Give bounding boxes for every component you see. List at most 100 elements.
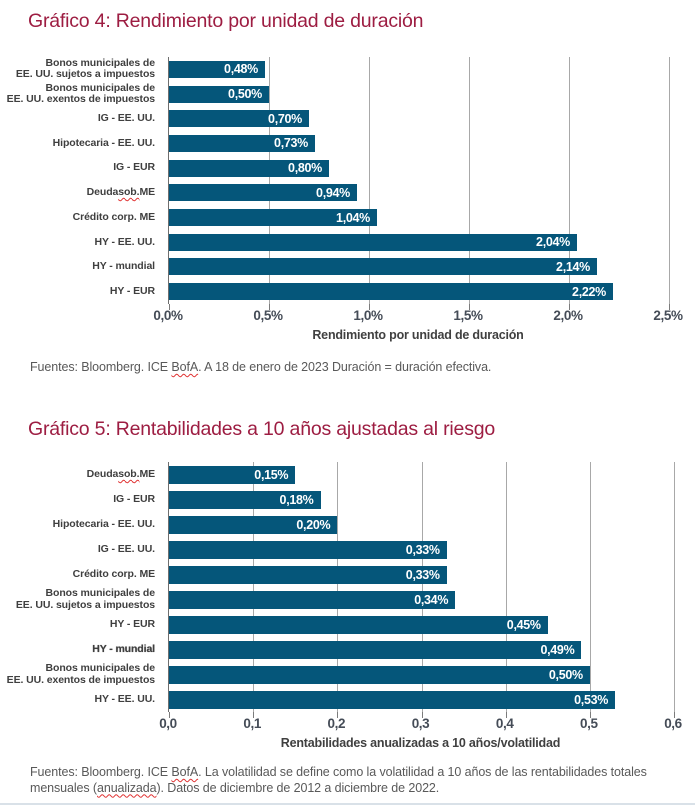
grafico-4-x-ticks: 0,0% 0,5% 1,0% 1,5% 2,0% 2,5% xyxy=(153,308,683,324)
axis-tick-mark xyxy=(569,304,570,310)
category-label: HY - EE. UU. xyxy=(94,692,156,705)
bar: 2,04% xyxy=(169,233,577,251)
bar: 0,73% xyxy=(169,134,315,152)
category-label: IG - EUR xyxy=(113,492,155,505)
bar-row: 0,49% xyxy=(169,637,674,662)
x-tick-label: 0,5% xyxy=(253,308,283,323)
bar-row: 0,50% xyxy=(169,82,669,107)
bar: 0,33% xyxy=(169,565,447,584)
category-label: IG - EUR xyxy=(113,161,155,174)
bar: 1,04% xyxy=(169,209,377,227)
grafico-5-title: Gráfico 5: Rentabilidades a 10 años ajus… xyxy=(28,418,496,440)
gridline xyxy=(421,462,423,712)
bar: 0,50% xyxy=(169,85,269,103)
gridline xyxy=(669,57,670,304)
bar-row: 0,94% xyxy=(169,181,669,206)
grafico-5-plot-area: 0,15% 0,18% 0,20% 0,33% 0,33% 0,34% 0,45% 0,49%… xyxy=(168,462,675,718)
bar-value-label: 0,50% xyxy=(548,667,583,682)
bar-row: 0,73% xyxy=(169,131,669,156)
gridline xyxy=(569,57,570,304)
bar: 0,33% xyxy=(169,540,447,559)
spellcheck-underline: anualizada xyxy=(97,780,157,795)
axis-tick-mark xyxy=(369,304,370,310)
grafico-4-title: Gráfico 4: Rendimiento por unidad de dur… xyxy=(28,10,424,32)
category-label: Bonos municipales de EE. UU. sujetos a im… xyxy=(15,56,155,81)
x-tick-label: 0,6 xyxy=(664,716,682,731)
axis-tick-mark xyxy=(269,304,270,310)
bar: 0,20% xyxy=(169,515,338,534)
x-tick-label: 0,5 xyxy=(580,716,598,731)
bar-row: 0,80% xyxy=(169,156,669,181)
grafico-4-chart: Bonos municipales de EE. UU. sujetos a im… xyxy=(0,57,695,405)
category-label: Hipotecaria - EE. UU. xyxy=(52,136,155,149)
bar: 0,48% xyxy=(169,60,265,78)
bar: 0,53% xyxy=(169,690,616,709)
grafico-5-chart: Deuda sob. ME IG - EUR Hipotecaria - EE. U… xyxy=(0,462,695,762)
x-tick-label: 1,0% xyxy=(353,308,383,323)
bar-row: 0,18% xyxy=(169,487,674,512)
gridline xyxy=(369,57,370,304)
x-tick-label: 2,5% xyxy=(653,308,683,323)
bar-row: 0,33% xyxy=(169,562,674,587)
axis-tick-mark xyxy=(469,304,470,310)
bar: 0,80% xyxy=(169,159,329,177)
bar-row: 0,53% xyxy=(169,687,674,712)
bar-value-label: 0,15% xyxy=(254,467,289,482)
bar: 2,22% xyxy=(169,283,613,301)
bar-value-label: 0,20% xyxy=(296,517,331,532)
grafico-5-source-note: Fuentes: Bloomberg. ICE BofA. La volatil… xyxy=(30,765,647,795)
category-label: Bonos municipales de EE. UU. exentos de i… xyxy=(6,662,155,686)
category-label: Hipotecaria - EE. UU. xyxy=(52,517,155,530)
category-label: HY - mundial xyxy=(92,260,155,273)
category-label: HY - EUR xyxy=(109,617,155,630)
bar-row: 0,15% xyxy=(169,462,674,487)
x-tick-label: 2,0% xyxy=(553,308,583,323)
bar-value-label: 0,53% xyxy=(574,692,609,707)
x-tick-label: 0,4 xyxy=(495,716,514,731)
bar-value-label: 0,48% xyxy=(224,62,258,77)
bar-value-label: 0,73% xyxy=(274,136,308,151)
gridline xyxy=(505,462,507,712)
gridline xyxy=(674,462,675,712)
bar: 0,15% xyxy=(169,465,296,484)
axis-tick-mark xyxy=(505,712,507,718)
bottom-divider xyxy=(0,803,695,805)
bar-value-label: 2,14% xyxy=(556,259,590,274)
axis-tick-mark xyxy=(253,712,255,718)
bar-value-label: 1,04% xyxy=(336,210,370,225)
bar: 0,50% xyxy=(169,665,590,684)
axis-tick-mark xyxy=(169,712,170,718)
x-tick-label: 1,5% xyxy=(453,308,483,323)
spellcheck-underline: BofA xyxy=(171,360,199,374)
grafico-4-category-axis: Bonos municipales de EE. UU. sujetos a im… xyxy=(0,57,161,304)
bar: 0,49% xyxy=(169,640,582,659)
bar-row: 0,48% xyxy=(169,57,669,82)
bar-value-label: 0,94% xyxy=(316,185,350,200)
gridline xyxy=(337,462,339,712)
bar-value-label: 2,22% xyxy=(572,284,606,299)
category-label: IG - EE. UU. xyxy=(97,542,155,555)
bar-value-label: 2,04% xyxy=(536,235,570,250)
category-label: Deuda sob. ME xyxy=(86,467,155,480)
bar-value-label: 0,50% xyxy=(228,87,262,102)
bar-value-label: 0,34% xyxy=(414,592,449,607)
spellcheck-underline: sob. xyxy=(118,467,140,480)
axis-tick-mark xyxy=(169,304,170,310)
category-label: Crédito corp. ME xyxy=(72,567,156,580)
axis-tick-mark xyxy=(589,712,591,718)
x-tick-label: 0,2 xyxy=(327,716,346,731)
grafico-4-source-note: Fuentes: Bloomberg. ICE BofA. A 18 de en… xyxy=(30,360,492,374)
category-label: HY - EE. UU. xyxy=(94,235,156,248)
bar-value-label: 0,33% xyxy=(405,567,440,582)
axis-tick-mark xyxy=(421,712,423,718)
bar: 0,18% xyxy=(169,490,321,509)
x-tick-label: 0,0 xyxy=(159,716,177,731)
axis-tick-mark xyxy=(669,304,670,310)
grafico-5-x-ticks: 0,0 0,1 0,2 0,3 0,4 0,5 0,6 xyxy=(159,716,682,732)
bar-row: 2,04% xyxy=(169,230,669,255)
gridline xyxy=(253,462,255,712)
bar: 0,70% xyxy=(169,110,309,128)
bar-row: 0,20% xyxy=(169,512,674,537)
bar-row: 1,04% xyxy=(169,205,669,230)
